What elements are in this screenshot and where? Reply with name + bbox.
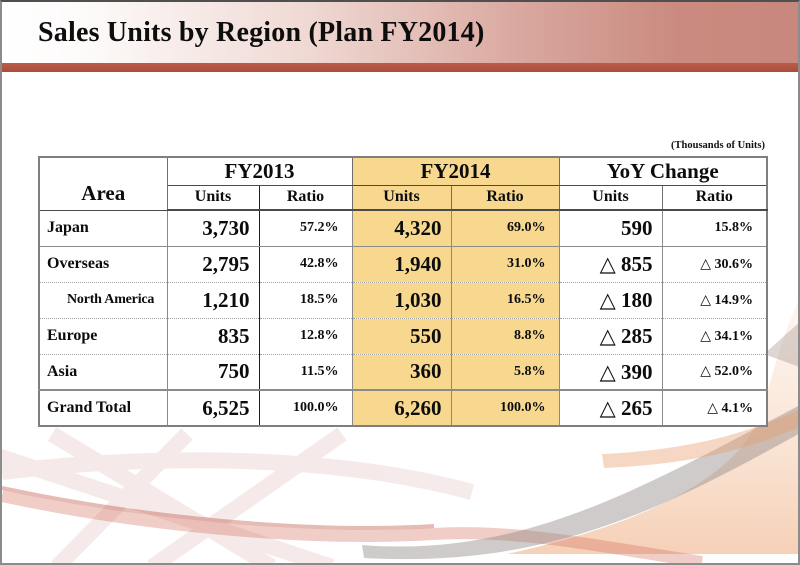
units-cell: 360 <box>351 354 452 391</box>
units-cell: 3,730 <box>166 210 260 247</box>
gray-swoosh <box>362 406 798 560</box>
area-cell: Asia <box>38 354 168 391</box>
table-group-header-row: Area FY2013 FY2014 YoY Change <box>38 156 768 211</box>
ratio-cell: △ 30.6% <box>661 246 768 283</box>
red-ribbon-edge <box>2 486 435 530</box>
ratio-cell: △ 52.0% <box>661 354 768 391</box>
units-cell: 6,525 <box>166 390 260 426</box>
col-header-yoy-ratio: Ratio <box>661 184 768 211</box>
table-subheader-row: Units Ratio Units Ratio Units Ratio <box>39 184 768 211</box>
ratio-cell: △ 14.9% <box>661 282 768 319</box>
title-divider-bar <box>2 63 798 72</box>
col-header-fy2013-ratio: Ratio <box>258 184 353 211</box>
ratio-cell: 69.0% <box>450 210 560 247</box>
title-banner: Sales Units by Region (Plan FY2014) <box>2 2 798 63</box>
units-cell: 1,210 <box>166 282 260 319</box>
col-header-fy2014-units: Units <box>351 184 452 211</box>
ratio-cell: 15.8% <box>661 210 768 247</box>
ratio-cell: 42.8% <box>258 246 353 283</box>
units-cell: △ 265 <box>558 390 663 426</box>
ratio-cell: 100.0% <box>258 390 353 426</box>
col-group-yoy-change: YoY Change <box>558 156 768 186</box>
sales-units-table: Area FY2013 FY2014 YoY Change Units Rati… <box>38 156 769 427</box>
units-cell: 835 <box>166 318 260 355</box>
ratio-cell: 5.8% <box>450 354 560 391</box>
col-header-area: Area <box>38 156 168 211</box>
units-cell: 6,260 <box>351 390 452 426</box>
area-cell: Overseas <box>38 246 168 283</box>
ratio-cell: 31.0% <box>450 246 560 283</box>
col-header-fy2013-units: Units <box>166 184 260 211</box>
ratio-cell: 11.5% <box>258 354 353 391</box>
table-row-japan: Japan 3,730 57.2% 4,320 69.0% 590 15.8% <box>38 210 768 247</box>
slide-title: Sales Units by Region (Plan FY2014) <box>38 16 485 48</box>
area-cell: Europe <box>38 318 168 355</box>
table-row-north-america: North America 1,210 18.5% 1,030 16.5% △ … <box>38 282 768 319</box>
ratio-cell: 18.5% <box>258 282 353 319</box>
area-cell: Japan <box>38 210 168 247</box>
units-note: (Thousands of Units) <box>671 140 765 151</box>
ratio-cell: 12.8% <box>258 318 353 355</box>
ratio-cell: △ 34.1% <box>661 318 768 355</box>
lattice-ribbons <box>2 427 475 563</box>
gray-wedge <box>764 323 798 367</box>
ratio-cell: 8.8% <box>450 318 560 355</box>
units-cell: △ 285 <box>558 318 663 355</box>
ratio-cell: 57.2% <box>258 210 353 247</box>
col-header-yoy-units: Units <box>558 184 663 211</box>
table-row-asia: Asia 750 11.5% 360 5.8% △ 390 △ 52.0% <box>38 354 768 391</box>
table-row-grand-total: Grand Total 6,525 100.0% 6,260 100.0% △ … <box>38 390 768 426</box>
units-cell: 4,320 <box>351 210 452 247</box>
units-cell: 1,940 <box>351 246 452 283</box>
area-cell: North America <box>38 282 168 319</box>
units-cell: 550 <box>351 318 452 355</box>
units-cell: △ 390 <box>558 354 663 391</box>
units-cell: 1,030 <box>351 282 452 319</box>
table-row-overseas: Overseas 2,795 42.8% 1,940 31.0% △ 855 △… <box>38 246 768 283</box>
units-cell: 2,795 <box>166 246 260 283</box>
table-row-europe: Europe 835 12.8% 550 8.8% △ 285 △ 34.1% <box>38 318 768 355</box>
units-cell: △ 855 <box>558 246 663 283</box>
ratio-cell: 100.0% <box>450 390 560 426</box>
col-group-fy2013: FY2013 <box>166 156 353 186</box>
red-ribbon <box>2 490 703 563</box>
units-cell: 590 <box>558 210 663 247</box>
col-group-fy2014: FY2014 <box>351 156 560 186</box>
ratio-cell: △ 4.1% <box>661 390 768 426</box>
units-cell: 750 <box>166 354 260 391</box>
area-cell: Grand Total <box>38 390 168 426</box>
ratio-cell: 16.5% <box>450 282 560 319</box>
units-cell: △ 180 <box>558 282 663 319</box>
col-header-fy2014-ratio: Ratio <box>450 184 560 211</box>
